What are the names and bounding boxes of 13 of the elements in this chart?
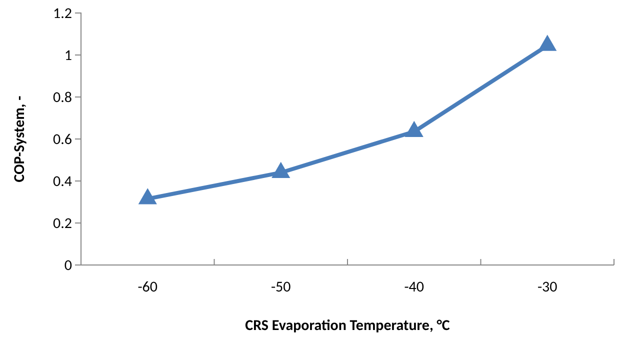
x-axis-title: CRS Evaporation Temperature, °C [245,317,450,335]
x-tick-label: -40 [404,278,424,297]
x-tick-label: -50 [270,278,292,297]
y-tick-label: 0.4 [53,172,72,191]
y-tick-label: 0.6 [53,130,72,149]
y-axis-title: COP-System, - [11,95,29,182]
y-tick-label: 0.8 [53,88,72,107]
y-tick-label: 0.2 [53,214,72,233]
x-tick-label: -60 [138,278,158,297]
y-tick-label: 1.2 [53,4,72,23]
y-tick-label: 1 [64,46,72,65]
x-tick-label: -30 [537,278,558,297]
y-tick-label: 0 [64,256,72,275]
